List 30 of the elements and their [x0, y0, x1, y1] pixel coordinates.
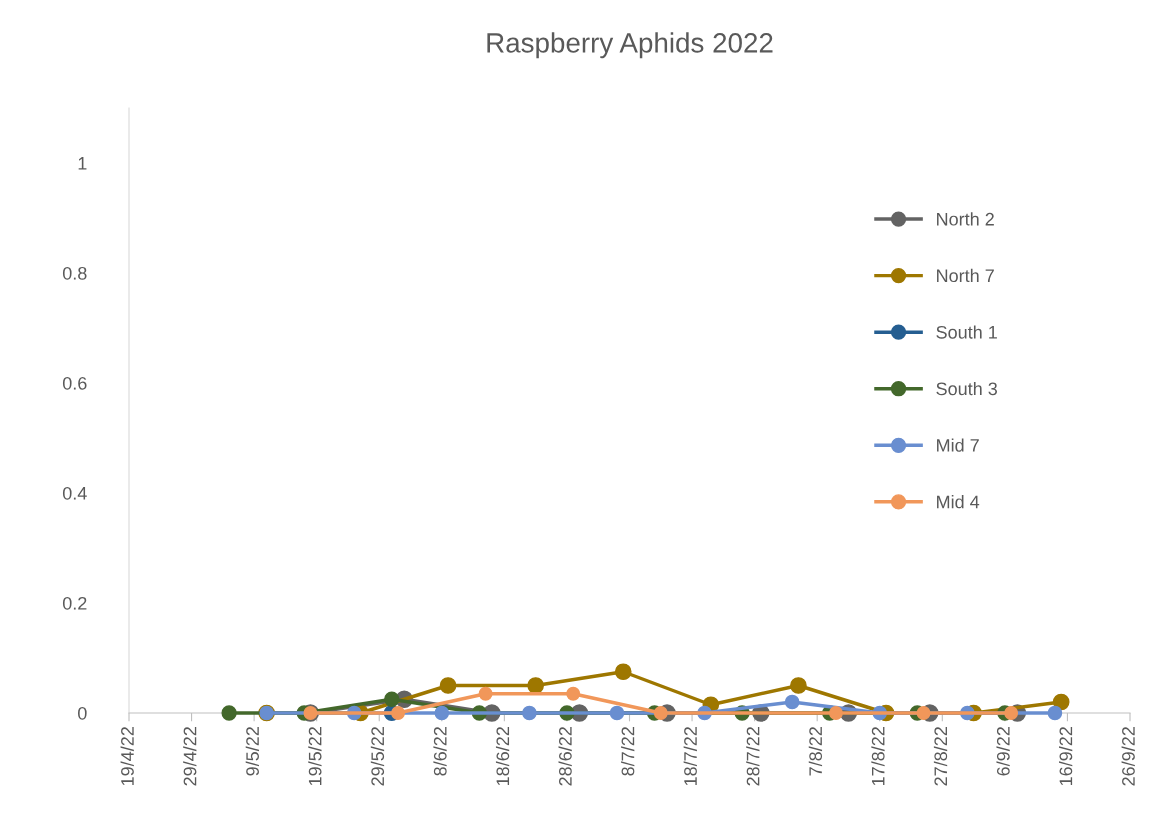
y-tick-label: 0.8: [62, 266, 87, 280]
x-tick-label: 8/7/22: [621, 727, 635, 776]
x-tick-label: 28/6/22: [558, 727, 572, 786]
legend-label: North 7: [937, 268, 994, 283]
x-tick-label: 19/5/22: [308, 727, 322, 786]
x-tick-label: 26/9/22: [1121, 727, 1135, 786]
x-tick-label: 9/5/22: [245, 727, 259, 776]
x-tick-label: 7/8/22: [808, 727, 823, 776]
legend-label: Mid 4: [937, 495, 980, 509]
x-tick-label: 19/4/22: [120, 727, 134, 786]
x-tick-label: 18/7/22: [683, 727, 697, 786]
x-tick-label: 29/5/22: [370, 727, 385, 786]
x-tick-label: 17/8/22: [871, 727, 885, 786]
legend-label: Mid 7: [937, 438, 979, 452]
x-tick-label: 6/9/22: [996, 727, 1010, 776]
legend-label: South 1: [936, 325, 997, 339]
y-tick-label: 0.2: [62, 596, 87, 610]
x-tick-label: 18/6/22: [495, 727, 510, 786]
y-tick-label: 0.6: [62, 376, 87, 390]
x-tick-label: 27/8/22: [933, 727, 948, 786]
y-tick-label: 1: [78, 157, 87, 170]
x-tick-label: 29/4/22: [183, 727, 197, 786]
chart-title: Raspberry Aphids 2022: [487, 32, 773, 59]
y-tick-label: 0: [78, 706, 87, 720]
legend-label: South 3: [936, 381, 998, 396]
x-tick-label: 16/9/22: [1059, 727, 1073, 786]
legend-label: North 2: [937, 212, 994, 226]
x-tick-label: 8/6/22: [433, 727, 447, 776]
x-tick-label: 28/7/22: [746, 727, 760, 786]
y-tick-label: 0.4: [62, 486, 87, 500]
